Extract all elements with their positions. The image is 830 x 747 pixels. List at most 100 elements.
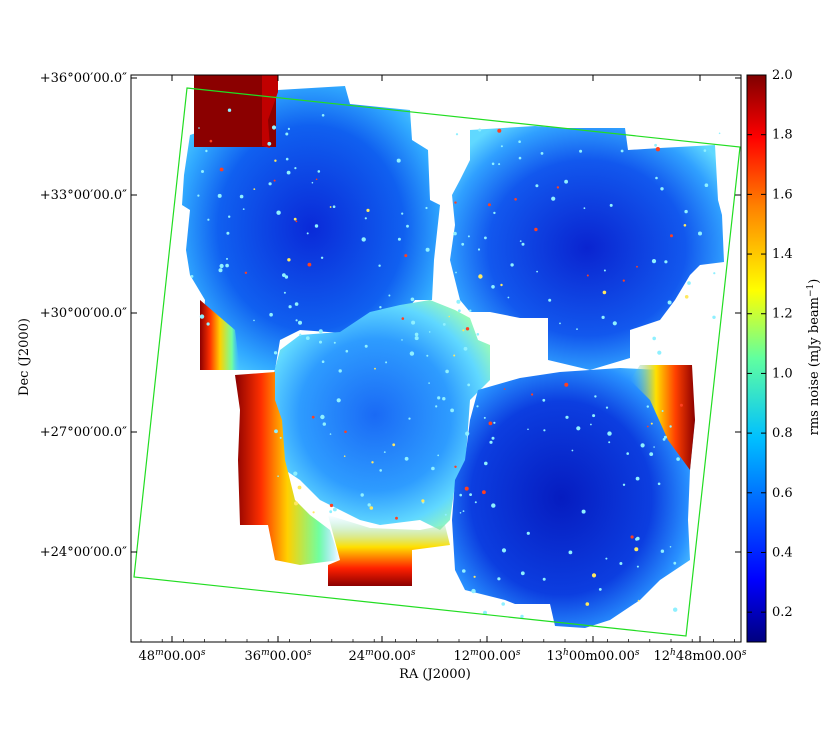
point-source <box>244 271 248 274</box>
point-source <box>462 510 465 512</box>
point-source <box>295 319 298 322</box>
survey-boundary <box>133 87 741 637</box>
point-source <box>294 501 298 506</box>
y-axis: +36°00′00.0″ +33°00′00.0″ +30°00′00.0″ +27°… <box>40 71 741 560</box>
point-source <box>652 336 656 341</box>
point-source <box>448 315 451 318</box>
point-source <box>321 114 325 117</box>
point-source <box>478 128 482 132</box>
point-source <box>519 240 522 243</box>
point-source <box>660 549 665 553</box>
point-source <box>459 512 462 514</box>
point-source <box>531 393 534 396</box>
point-source <box>444 513 447 516</box>
point-source <box>392 443 396 447</box>
point-source <box>329 510 333 514</box>
point-source <box>483 610 487 615</box>
point-source <box>426 354 429 357</box>
point-source <box>201 170 204 173</box>
point-source <box>673 561 677 565</box>
point-source <box>284 275 289 279</box>
point-source <box>477 248 481 251</box>
point-source <box>435 405 438 408</box>
point-source <box>408 417 411 420</box>
point-source <box>366 208 370 212</box>
point-source <box>455 133 459 136</box>
point-source <box>364 217 367 220</box>
point-source <box>655 176 658 180</box>
point-source <box>590 423 592 426</box>
point-source <box>285 157 289 161</box>
point-source <box>683 224 687 227</box>
point-source <box>345 349 349 353</box>
point-source <box>667 300 672 305</box>
point-source <box>297 485 302 490</box>
point-source <box>312 511 315 514</box>
point-source <box>669 425 672 428</box>
point-source <box>344 430 347 434</box>
point-source <box>317 170 321 173</box>
point-source <box>489 440 493 444</box>
point-source <box>540 152 544 155</box>
point-source <box>520 571 525 576</box>
point-source <box>634 547 639 552</box>
point-source <box>190 275 194 278</box>
point-source <box>314 224 319 228</box>
point-source <box>333 341 336 344</box>
colorbar-tick-label: 1.0 <box>772 366 793 381</box>
edge-east-high-noise <box>630 365 695 470</box>
y-tick-label: +36°00′00.0″ <box>40 71 127 86</box>
point-source <box>298 320 302 325</box>
point-source <box>287 127 290 130</box>
point-source <box>428 382 430 384</box>
colorbar-tick-label: 2.0 <box>772 68 793 83</box>
point-source <box>219 167 224 172</box>
point-source <box>650 422 653 425</box>
point-source <box>374 367 376 370</box>
point-source <box>493 211 496 215</box>
point-source <box>467 235 470 238</box>
point-source <box>619 562 623 565</box>
point-source <box>428 331 431 333</box>
point-source <box>360 493 364 497</box>
point-source <box>663 435 667 439</box>
point-source <box>507 296 510 299</box>
point-source <box>409 351 415 356</box>
colorbar-tick-label: 0.8 <box>772 426 793 441</box>
point-source <box>703 149 707 152</box>
y-tick-label: +30°00′00.0″ <box>40 306 127 321</box>
point-source <box>396 158 401 163</box>
point-source <box>503 388 506 390</box>
point-source <box>526 531 530 535</box>
point-source <box>209 139 213 143</box>
point-source <box>285 132 289 136</box>
point-source <box>274 429 278 434</box>
point-source <box>718 132 721 135</box>
point-source <box>534 227 538 232</box>
point-source <box>379 469 383 472</box>
point-source <box>551 196 556 201</box>
y-tick-label: +24°00′00.0″ <box>40 545 127 560</box>
point-source <box>602 290 607 295</box>
point-source <box>471 588 476 594</box>
point-source <box>491 503 496 508</box>
point-source <box>217 193 222 198</box>
point-source <box>598 588 602 591</box>
point-source <box>321 360 325 364</box>
point-source <box>464 486 469 491</box>
point-source <box>601 315 605 319</box>
point-source <box>199 314 205 319</box>
point-source <box>501 602 506 606</box>
point-source <box>684 295 689 299</box>
colorbar-title-sup: −1 <box>806 284 816 297</box>
edge-south-high-noise <box>328 515 450 586</box>
point-source <box>282 273 286 277</box>
point-source <box>491 436 495 440</box>
point-source <box>383 451 386 453</box>
point-source <box>612 321 617 326</box>
point-source <box>226 231 230 235</box>
point-source <box>535 184 539 188</box>
point-source <box>518 156 522 160</box>
point-source <box>527 428 529 431</box>
